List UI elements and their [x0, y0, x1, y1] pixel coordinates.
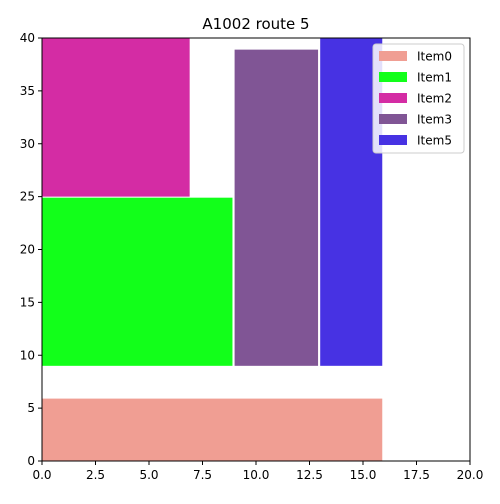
bars-group	[42, 38, 383, 461]
legend-label-item5: Item5	[417, 134, 452, 148]
y-tick-label: 35	[20, 84, 35, 98]
x-tick-label: 20.0	[457, 468, 484, 482]
legend-label-item1: Item1	[417, 71, 452, 85]
x-tick-label: 15.0	[350, 468, 377, 482]
chart-title: A1002 route 5	[202, 15, 309, 33]
bar-item5	[320, 38, 383, 366]
x-tick-label: 2.5	[86, 468, 105, 482]
legend-swatch-item1	[379, 72, 407, 82]
x-tick-label: 0.0	[32, 468, 51, 482]
y-tick-label: 15	[20, 295, 35, 309]
bar-item0	[42, 398, 383, 461]
x-axis: 0.0 2.5 5.0 7.5 10.0 12.5 15.0 17.5 20.0	[32, 461, 483, 482]
bar-item1	[42, 197, 233, 366]
legend-swatch-item2	[379, 93, 407, 103]
legend-label-item2: Item2	[417, 92, 452, 106]
y-tick-label: 30	[20, 137, 35, 151]
y-tick-label: 20	[20, 243, 35, 257]
x-tick-label: 12.5	[296, 468, 323, 482]
legend-swatch-item5	[379, 135, 407, 145]
x-tick-label: 17.5	[403, 468, 430, 482]
y-axis: 0 5 10 15 20 25 30 35 40	[20, 31, 42, 468]
x-tick-label: 10.0	[243, 468, 270, 482]
legend-swatch-item0	[379, 51, 407, 61]
legend: Item0 Item1 Item2 Item3 Item5	[372, 43, 465, 154]
x-tick-label: 7.5	[193, 468, 212, 482]
x-tick-label: 5.0	[139, 468, 158, 482]
legend-swatch-item3	[379, 114, 407, 124]
y-tick-label: 0	[27, 454, 35, 468]
y-tick-label: 25	[20, 190, 35, 204]
y-tick-label: 5	[27, 401, 35, 415]
bar-item2	[42, 38, 190, 197]
legend-label-item0: Item0	[417, 50, 452, 64]
legend-label-item3: Item3	[417, 113, 452, 127]
y-tick-label: 40	[20, 31, 35, 45]
y-tick-label: 10	[20, 348, 35, 362]
bar-item3	[234, 49, 319, 366]
legend-box	[372, 43, 465, 154]
